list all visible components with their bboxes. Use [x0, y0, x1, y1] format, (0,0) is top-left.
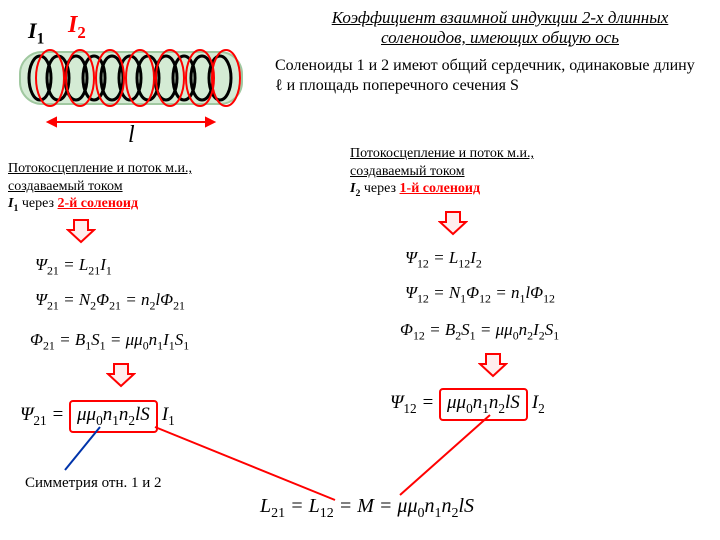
arrow-down-left-2: [106, 362, 136, 388]
left-heading: Потокосцепление и поток м.и., создаваемы…: [8, 161, 192, 194]
formula-left-3: Φ21 = B1S1 = μμ0n1I1S1: [30, 330, 189, 353]
final-formula: L21 = L12 = M = μμ0n1n2lS: [260, 495, 474, 522]
formula-right-1: Ψ12 = L12I2: [405, 248, 482, 271]
solenoid-svg: [10, 10, 265, 145]
arrow-down-right-2: [478, 352, 508, 378]
description-text: Соленоиды 1 и 2 имеют общий сердечник, о…: [275, 57, 695, 94]
formula-right-2: Ψ12 = N1Φ12 = n1lΦ12: [405, 283, 555, 306]
label-i2: I2: [68, 12, 86, 43]
arrow-down-right-1: [438, 210, 468, 236]
title-text: Коэффициент взаимной индукции 2-х длинны…: [332, 8, 669, 47]
formula-left-2: Ψ21 = N2Φ21 = n2lΦ21: [35, 290, 185, 313]
left-block: Потокосцепление и поток м.и., создаваемы…: [8, 160, 238, 215]
solenoid-diagram: I1 I2 l: [10, 10, 265, 145]
page-title: Коэффициент взаимной индукции 2-х длинны…: [290, 8, 710, 48]
label-i1: I1: [28, 18, 44, 48]
description: Соленоиды 1 и 2 имеют общий сердечник, о…: [275, 56, 705, 96]
formula-right-3: Φ12 = B2S1 = μμ0n2I2S1: [400, 320, 559, 343]
symmetry-label: Симметрия отн. 1 и 2: [25, 475, 162, 492]
left-target: 2-й соленоид: [58, 196, 139, 211]
formula-right-4: Ψ12 = μμ0n1n2lSI2: [390, 388, 545, 421]
red-line-right: [400, 415, 490, 495]
red-line-left: [155, 427, 335, 500]
right-target: 1-й соленоид: [400, 181, 481, 196]
right-heading: Потокосцепление и поток м.и., создаваемы…: [350, 146, 534, 179]
right-block: Потокосцепление и поток м.и., создаваемы…: [350, 145, 580, 200]
blue-line: [65, 427, 100, 470]
label-l: l: [128, 122, 135, 149]
formula-left-4: Ψ21 = μμ0n1n2lSI1: [20, 400, 175, 433]
formula-left-1: Ψ21 = L21I1: [35, 255, 112, 278]
arrow-down-left-1: [66, 218, 96, 244]
